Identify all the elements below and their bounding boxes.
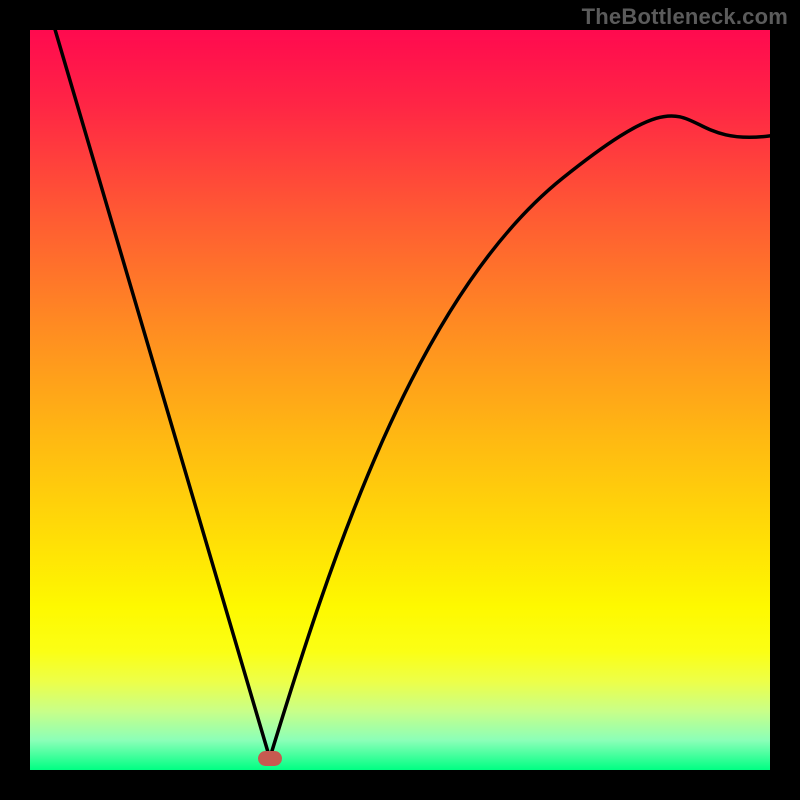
watermark-text: TheBottleneck.com	[582, 4, 788, 30]
chart-container: TheBottleneck.com	[0, 0, 800, 800]
bottleneck-curve	[30, 30, 770, 770]
minimum-marker	[258, 751, 282, 766]
plot-area	[30, 30, 770, 770]
